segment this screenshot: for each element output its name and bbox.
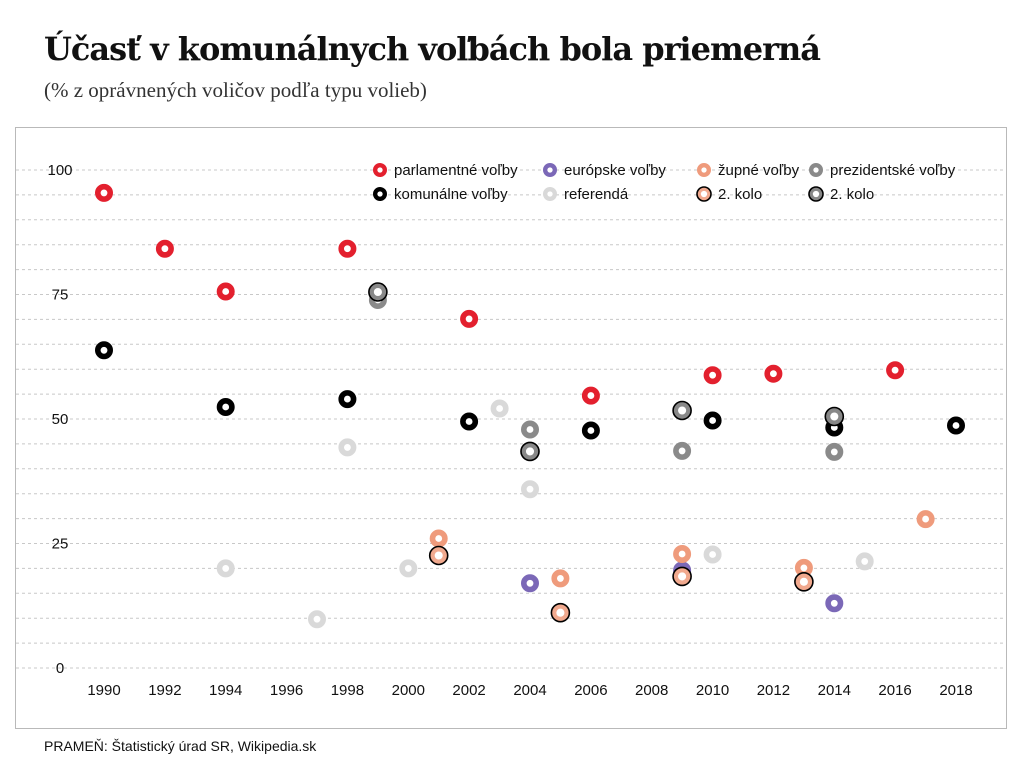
point-komunalne (95, 341, 114, 360)
legend-marker-zupne (696, 162, 711, 177)
point-referenda (855, 552, 874, 571)
x-tick-label: 2012 (757, 682, 790, 699)
point-parlamentne (703, 366, 722, 385)
point-zupne_kolo2-center (799, 577, 808, 586)
x-tick-label: 2006 (574, 682, 607, 699)
point-zupne_kolo2-center (678, 572, 687, 581)
point-prezidentske (673, 441, 692, 460)
point-prezidentske_kolo2-center (525, 447, 535, 456)
grid-layer (16, 169, 1006, 669)
legend-label-zupne_kolo2: 2. kolo (718, 186, 762, 203)
point-prezidentske_kolo2-center (830, 412, 839, 421)
x-tick-label: 2014 (818, 682, 851, 699)
point-zupne (551, 569, 570, 588)
point-komunalne (338, 390, 357, 409)
x-tick-label: 1998 (331, 682, 364, 699)
legend-label-referenda: referendá (564, 186, 629, 203)
legend-marker-parlamentne (373, 162, 388, 177)
point-komunalne (946, 416, 965, 435)
legend-marker-europske (542, 162, 557, 177)
y-tick-label: 0 (56, 660, 64, 677)
point-parlamentne (764, 364, 783, 383)
legend-label-komunalne: komunálne voľby (394, 186, 508, 203)
legend-label-parlamentne: parlamentné voľby (394, 162, 518, 179)
y-tick-label: 75 (52, 287, 69, 304)
point-referenda (308, 610, 327, 629)
point-prezidentske (521, 420, 540, 439)
chart-panel: 0 25 50 75 100 1990 1992 1994 1996 1998 2000 2002 20… (15, 127, 1007, 729)
point-zupne_kolo2-center (434, 551, 443, 560)
legend-marker-zupne_kolo2-center (700, 190, 708, 198)
point-referenda (338, 438, 357, 457)
point-komunalne (703, 411, 722, 430)
x-tick-label: 2002 (452, 682, 485, 699)
point-referenda (399, 559, 418, 578)
x-tick-label: 2000 (392, 682, 425, 699)
x-tick-label: 2018 (939, 682, 972, 699)
legend-marker-komunalne (373, 186, 388, 201)
x-tick-label: 2008 (635, 682, 668, 699)
legend-marker-prezidentske (808, 162, 823, 177)
point-komunalne (216, 398, 235, 417)
point-prezidentske_kolo2-center (373, 287, 382, 297)
point-komunalne (581, 421, 600, 440)
legend-label-europske: európske voľby (564, 162, 666, 179)
x-tick-label: 1994 (209, 682, 242, 699)
legend-label-zupne: župné voľby (718, 162, 800, 179)
legend-marker-prezidentske_kolo2-center (812, 190, 820, 198)
point-parlamentne (95, 183, 114, 202)
point-zupne_kolo2-center (556, 608, 565, 617)
point-komunalne (460, 412, 479, 431)
x-tick-label: 2004 (513, 682, 546, 699)
point-europske (521, 574, 540, 593)
point-parlamentne (460, 309, 479, 328)
source-note: PRAMEŇ: Štatistický úrad SR, Wikipedia.s… (44, 738, 317, 754)
x-tick-label: 1992 (148, 682, 181, 699)
x-tick-label: 2016 (878, 682, 911, 699)
point-referenda (490, 399, 509, 418)
point-referenda (703, 545, 722, 564)
legend-marker-referenda (542, 186, 557, 201)
point-referenda (216, 559, 235, 578)
y-tick-label: 50 (52, 411, 69, 428)
axis-layer: 0 25 50 75 100 1990 1992 1994 1996 1998 2000 2002 20… (47, 162, 972, 699)
x-tick-label: 1996 (270, 682, 303, 699)
point-zupne (429, 529, 448, 548)
point-parlamentne (216, 282, 235, 301)
scatter-chart: 0 25 50 75 100 1990 1992 1994 1996 1998 2000 2002 20… (16, 162, 1006, 699)
data-points (95, 183, 965, 629)
x-tick-label: 1990 (87, 682, 120, 699)
point-referenda (521, 480, 540, 499)
chart-subtitle: (% z oprávnených voličov podľa typu voli… (44, 78, 427, 102)
y-tick-label: 100 (47, 162, 72, 179)
legend-label-prezidentske: prezidentské voľby (830, 162, 956, 179)
point-parlamentne (886, 361, 905, 380)
legend: parlamentné voľby európske voľby župné voľ… (373, 162, 956, 203)
x-tick-label: 2010 (696, 682, 729, 699)
point-parlamentne (338, 239, 357, 258)
point-europske (825, 594, 844, 613)
legend-label-prezidentske_kolo2: 2. kolo (830, 186, 874, 203)
point-zupne (673, 545, 692, 564)
y-tick-label: 25 (52, 536, 69, 553)
point-prezidentske_kolo2-center (678, 406, 687, 415)
point-prezidentske (825, 442, 844, 461)
chart-title: Účasť v komunálnych voľbách bola priemer… (44, 30, 821, 68)
point-zupne (916, 510, 935, 529)
point-parlamentne (155, 239, 174, 258)
point-parlamentne (581, 386, 600, 405)
